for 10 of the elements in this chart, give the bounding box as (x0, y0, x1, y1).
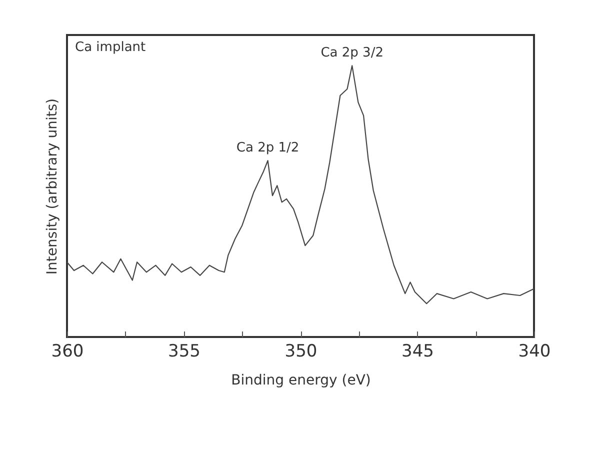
x-tick-label: 355 (168, 342, 200, 362)
y-axis-title: Intensity (arbitrary units) (44, 98, 60, 275)
x-tick-label: 360 (51, 342, 84, 362)
x-axis-title: Binding energy (eV) (231, 372, 371, 388)
x-tick-label: 345 (402, 342, 434, 362)
x-tick-label: 340 (518, 342, 551, 362)
x-tick-label: 350 (284, 342, 318, 362)
annotation: Ca 2p 3/2 (320, 46, 384, 61)
annotation: Ca 2p 1/2 (236, 140, 300, 156)
text: Ca implant (75, 40, 146, 55)
